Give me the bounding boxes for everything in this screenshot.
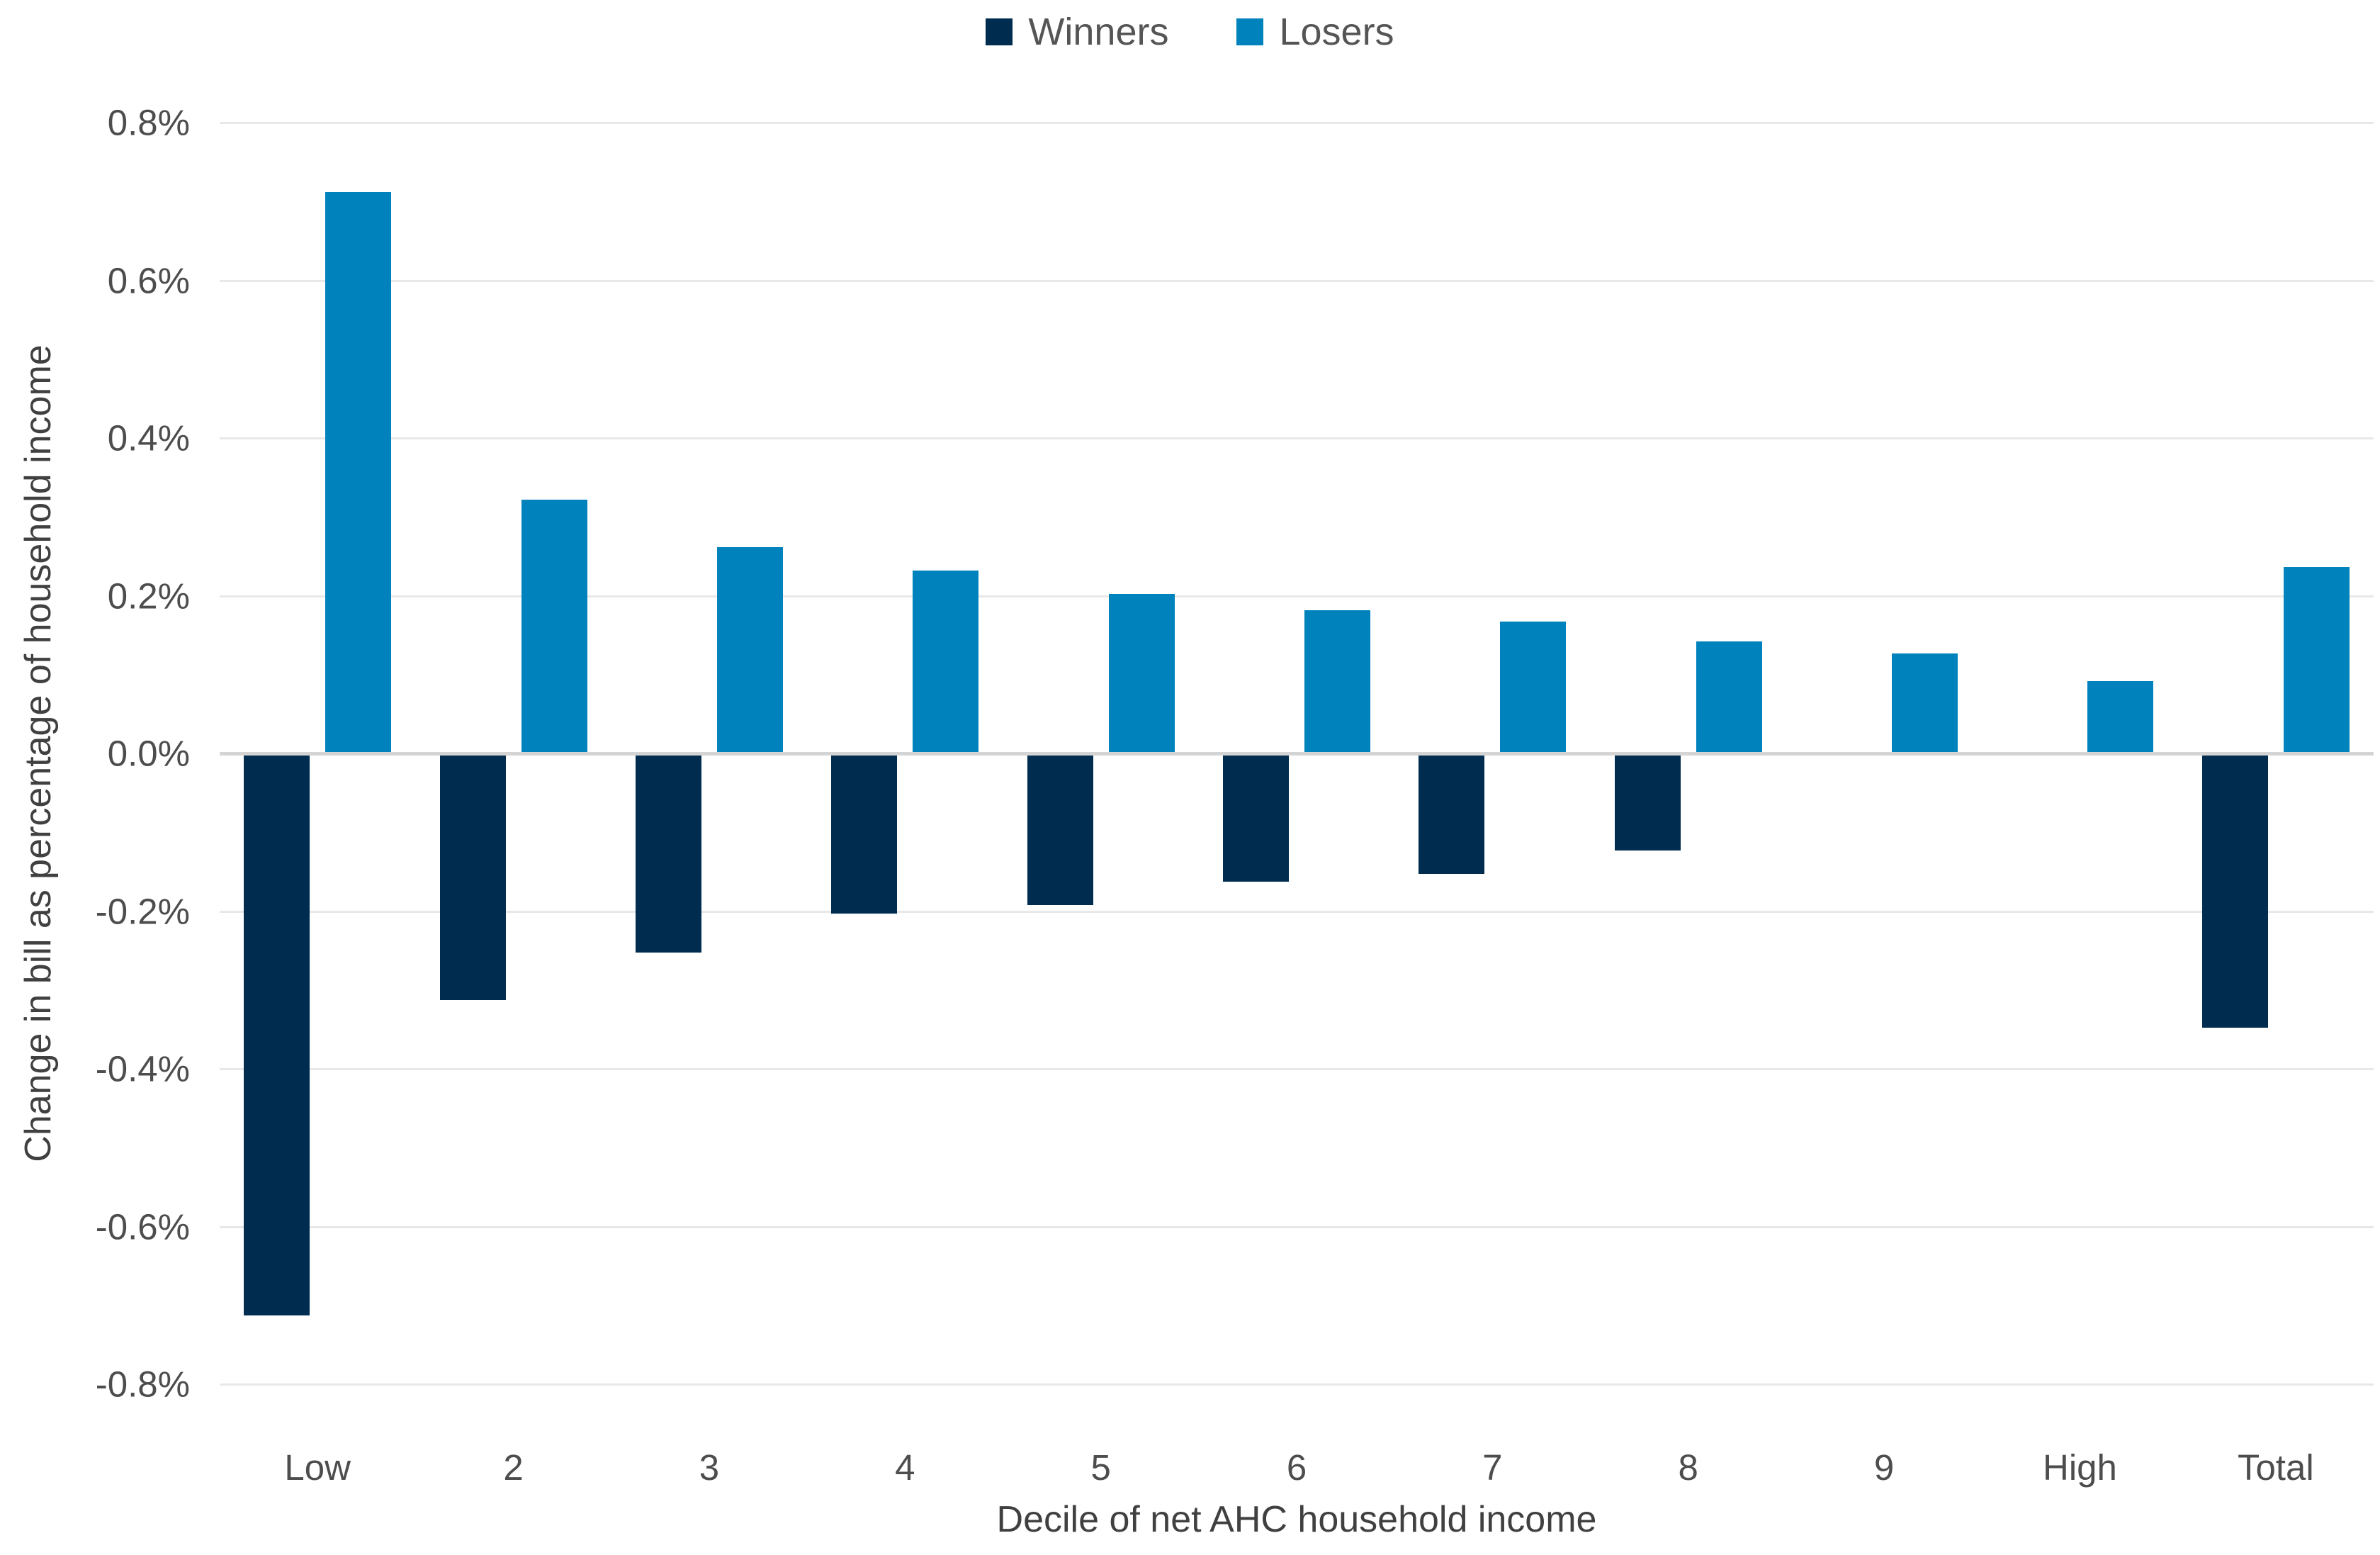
y-tick-label: 0.4% [107,417,190,459]
bar-losers-Low [325,192,392,752]
gridline [220,1225,2374,1228]
legend-label-winners: Winners [1028,11,1169,53]
y-tick-label: -0.2% [95,891,190,931]
bar-losers-High [2087,681,2154,752]
gridline [220,1383,2374,1386]
x-tick-label-High: High [2043,1447,2117,1488]
gridline [220,122,2374,124]
zero-axis-line [220,752,2374,756]
bar-winners-Total [2201,756,2268,1028]
x-tick-label-3: 3 [699,1447,720,1488]
y-tick-label: 0.6% [107,260,190,301]
bar-winners-2 [439,756,506,1000]
x-axis-title: Decile of net AHC household income [996,1499,1597,1540]
gridline [220,910,2374,913]
gridline [220,1068,2374,1070]
legend-swatch-losers-icon [1236,18,1264,45]
bar-winners-Low [244,756,310,1315]
x-tick-label-2: 2 [503,1447,524,1488]
bar-losers-9 [1892,653,1958,752]
plot-area: Low 2 3 4 5 6 7 8 9 High Total [220,122,2374,1486]
x-tick-label-8: 8 [1678,1447,1698,1488]
bar-losers-6 [1304,610,1370,752]
x-tick-label-7: 7 [1482,1447,1503,1488]
y-tick-label: 0.8% [107,102,190,143]
x-tick-label-Total: Total [2237,1447,2314,1488]
y-axis-tick-labels: 0.8% 0.6% 0.4% 0.2% 0.0% -0.2% -0.4% -0.6% -0.8% [0,105,190,1403]
gridline [220,595,2374,597]
y-tick-label: 0.0% [107,733,190,774]
legend-item-winners: Winners [986,13,1168,51]
x-tick-label-9: 9 [1873,1447,1895,1488]
gridline [220,279,2374,282]
bar-winners-5 [1027,756,1093,905]
x-tick-label-4: 4 [895,1447,915,1488]
x-tick-label-6: 6 [1286,1447,1307,1488]
y-tick-label: 0.2% [107,576,190,616]
legend-label-losers: Losers [1279,11,1394,53]
bar-losers-5 [1108,594,1175,752]
bar-losers-Total [2283,567,2350,752]
y-tick-label: -0.4% [95,1048,190,1089]
bar-winners-7 [1419,756,1485,874]
x-tick-label-5: 5 [1090,1447,1111,1488]
bar-losers-2 [521,500,587,752]
x-tick-label-Low: Low [284,1447,351,1488]
bar-winners-6 [1223,756,1289,882]
bar-winners-8 [1614,756,1681,851]
bar-losers-4 [913,571,979,752]
y-tick-label: -0.8% [95,1364,190,1405]
chart-legend: Winners Losers [0,13,2380,51]
bar-losers-7 [1500,622,1567,752]
bar-winners-3 [635,756,701,953]
legend-item-losers: Losers [1236,13,1394,51]
y-tick-label: -0.6% [95,1206,190,1247]
bar-losers-8 [1696,641,1762,752]
x-axis-tick-labels: Low 2 3 4 5 6 7 8 9 High Total [220,1449,2374,1506]
gridline [220,437,2374,439]
legend-swatch-winners-icon [986,18,1013,45]
bar-winners-4 [831,756,898,914]
bar-losers-3 [716,547,783,752]
